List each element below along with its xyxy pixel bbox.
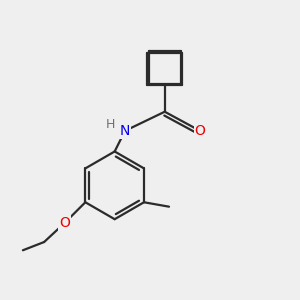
Text: O: O — [195, 124, 206, 138]
Text: N: N — [120, 124, 130, 138]
Text: O: O — [59, 216, 70, 230]
Text: H: H — [106, 118, 115, 131]
